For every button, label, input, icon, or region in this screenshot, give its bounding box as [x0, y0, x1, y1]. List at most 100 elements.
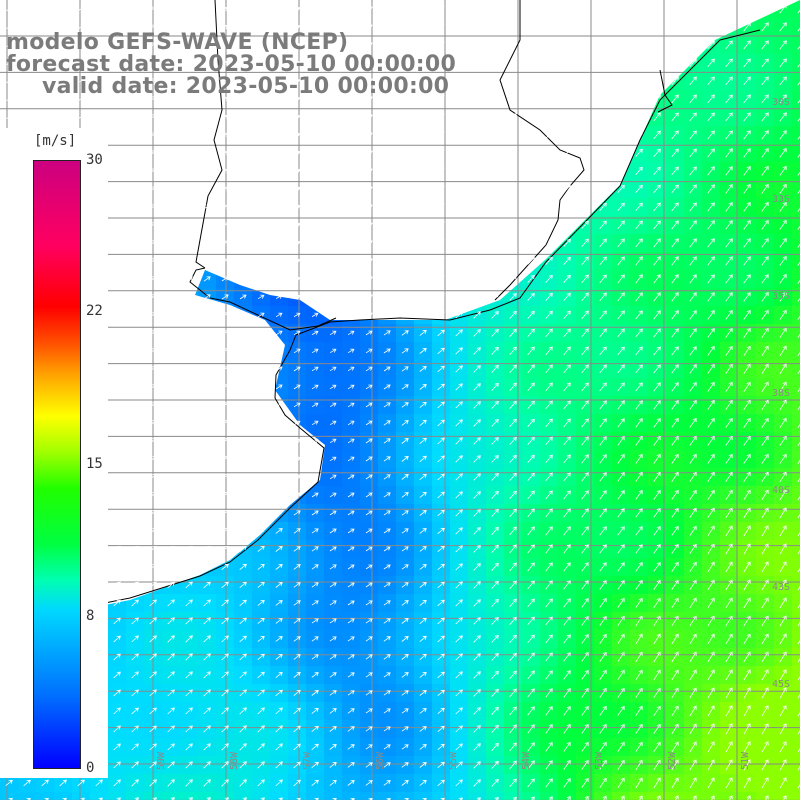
wind-arrow — [635, 490, 643, 500]
wind-arrow — [365, 438, 373, 444]
colorbar-scale — [33, 160, 81, 769]
wind-arrow — [527, 148, 535, 157]
wind-arrow — [725, 76, 733, 86]
wind-arrow — [797, 441, 800, 447]
wind-arrow — [221, 473, 229, 480]
wind-arrow — [599, 5, 607, 13]
wind-arrow — [185, 779, 193, 787]
wind-arrow — [401, 132, 409, 138]
wind-cell — [792, 684, 800, 703]
wind-arrow — [419, 419, 427, 427]
wind-arrow — [257, 222, 265, 227]
wind-arrow — [545, 148, 553, 157]
wind-arrow — [275, 510, 283, 516]
wind-arrow — [779, 201, 787, 212]
wind-arrow — [204, 6, 211, 12]
wind-arrow — [617, 777, 625, 789]
wind-arrow — [743, 58, 751, 68]
wind-arrow — [473, 563, 481, 571]
wind-arrow — [527, 436, 535, 445]
wind-arrow — [149, 78, 157, 84]
wind-arrow — [383, 24, 391, 30]
wind-arrow — [347, 708, 355, 714]
wind-arrow — [581, 58, 589, 67]
wind-arrow — [473, 599, 481, 607]
wind-arrow — [365, 528, 373, 534]
wind-arrow — [203, 509, 211, 517]
wind-arrow — [185, 635, 193, 643]
wind-arrow — [761, 4, 769, 14]
wind-arrow — [347, 258, 355, 264]
wind-arrow — [167, 240, 175, 246]
wind-arrow — [365, 708, 373, 714]
wind-arrow — [185, 186, 193, 192]
wind-arrow — [347, 366, 355, 372]
longitude-label: 59W — [156, 751, 167, 770]
wind-arrow — [204, 42, 211, 47]
wind-arrow — [617, 364, 625, 374]
wind-arrow — [23, 24, 31, 30]
wind-arrow — [671, 669, 679, 681]
wind-arrow — [275, 761, 283, 769]
wind-arrow — [617, 633, 625, 644]
wind-arrow — [419, 582, 427, 588]
wind-arrow — [761, 507, 769, 519]
wind-arrow — [761, 76, 769, 86]
wind-arrow — [491, 455, 499, 463]
wind-arrow — [617, 723, 625, 734]
wind-arrow — [240, 60, 247, 66]
wind-arrow — [725, 112, 733, 122]
wind-cell — [558, 792, 577, 800]
wind-arrow — [149, 204, 157, 210]
wind-arrow — [185, 348, 193, 354]
wind-arrow — [563, 328, 571, 338]
wind-arrow — [743, 597, 751, 609]
wind-arrow — [455, 77, 463, 85]
wind-cell — [360, 792, 379, 800]
wind-arrow — [797, 783, 800, 789]
wind-arrow — [797, 603, 800, 609]
wind-arrow — [221, 258, 229, 264]
wind-arrow — [617, 741, 625, 752]
wind-arrow — [329, 618, 337, 624]
wind-arrow — [707, 741, 715, 753]
wind-arrow — [710, 795, 715, 800]
wind-arrow — [545, 760, 553, 770]
wind-arrow — [545, 113, 553, 121]
wind-arrow — [671, 364, 679, 374]
wind-arrow — [743, 741, 751, 753]
wind-arrow — [743, 76, 751, 86]
wind-cell — [792, 324, 800, 343]
wind-arrow — [221, 581, 229, 589]
wind-arrow — [149, 527, 157, 534]
wind-arrow — [797, 117, 800, 122]
wind-arrow — [203, 258, 211, 264]
wind-arrow — [599, 759, 607, 770]
wind-arrow — [653, 328, 661, 338]
wind-arrow — [797, 495, 800, 501]
wind-arrow — [653, 453, 661, 464]
wind-arrow — [635, 418, 643, 428]
wind-arrow — [689, 597, 697, 609]
wind-arrow — [509, 490, 517, 499]
wind-arrow — [131, 150, 139, 156]
wind-arrow — [545, 59, 553, 67]
wind-arrow — [689, 489, 697, 500]
wind-arrow — [473, 311, 481, 319]
wind-arrow — [473, 23, 481, 31]
wind-arrow — [167, 42, 175, 48]
wind-arrow — [257, 581, 265, 588]
wind-arrow — [455, 509, 463, 517]
wind-arrow — [293, 779, 301, 787]
wind-arrow — [491, 634, 499, 643]
wind-arrow — [527, 670, 535, 680]
wind-arrow — [113, 491, 121, 498]
wind-arrow — [491, 688, 499, 697]
wind-arrow — [527, 131, 535, 139]
wind-arrow — [509, 95, 517, 103]
wind-arrow — [599, 238, 607, 248]
wind-arrow — [437, 365, 445, 373]
wind-arrow — [563, 166, 571, 175]
wind-arrow — [671, 4, 679, 13]
wind-cell — [792, 162, 800, 181]
